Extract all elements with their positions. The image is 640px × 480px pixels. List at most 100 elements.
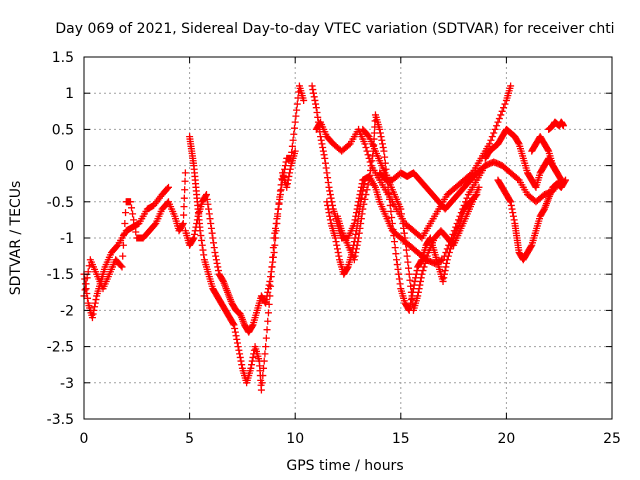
data-point-marker (364, 131, 372, 139)
y-tick-labels: 1.5 1 0.5 0 -0.5 -1 -1.5 -2 -2.5 -3 -3.5 (47, 50, 74, 428)
data-point-marker (442, 263, 450, 271)
data-point-marker (417, 277, 425, 285)
data-point-marker (258, 379, 266, 387)
data-point-marker (352, 230, 360, 238)
data-point-marker (402, 246, 410, 254)
data-point-marker (491, 125, 499, 133)
data-point-marker (267, 282, 275, 290)
data-point-marker (381, 153, 389, 161)
data-point-marker (426, 235, 434, 243)
data-point-marker (407, 282, 415, 290)
data-point-marker (325, 209, 333, 217)
data-point-marker (506, 197, 514, 205)
data-point-marker (540, 206, 548, 214)
data-point-marker (507, 82, 515, 90)
x-tick-label: 25 (603, 431, 621, 447)
data-point-marker (259, 372, 267, 380)
data-point-marker (312, 104, 320, 112)
data-point-marker (284, 176, 292, 184)
data-point-marker (353, 222, 361, 230)
data-point-marker (290, 130, 298, 138)
data-point-marker (423, 252, 431, 260)
data-point-marker (358, 191, 366, 199)
data-point-marker (262, 334, 270, 342)
data-point-marker (392, 250, 400, 258)
data-point-marker (213, 259, 221, 267)
data-point-marker (207, 224, 215, 232)
data-point-marker (357, 194, 365, 202)
data-point-marker (117, 262, 125, 270)
data-point-marker (237, 357, 245, 365)
x-tick-label: 10 (286, 431, 304, 447)
data-point-marker (198, 241, 206, 249)
data-point-marker (351, 234, 359, 242)
data-point-marker (266, 292, 274, 300)
data-point-marker (249, 353, 257, 361)
data-point-marker (308, 82, 316, 90)
x-axis-label: GPS time / hours (286, 458, 403, 474)
data-point-marker (236, 353, 244, 361)
data-point-marker (324, 201, 332, 209)
data-point-marker (163, 185, 171, 193)
data-point-marker (388, 220, 396, 228)
x-tick-label: 0 (80, 431, 89, 447)
data-point-marker (128, 204, 136, 212)
data-point-marker (417, 274, 425, 282)
data-point-marker (286, 165, 294, 173)
data-point-marker (363, 147, 371, 155)
data-point-marker (179, 221, 187, 229)
data-point-marker (509, 209, 517, 217)
data-point-marker (335, 252, 343, 260)
data-point-marker (557, 175, 565, 183)
y-axis-label: SDTVAR / TECUs (8, 181, 24, 296)
chart-title: Day 069 of 2021, Sidereal Day-to-day VTE… (55, 21, 614, 37)
y-tick-label: -2.5 (47, 340, 74, 356)
data-point-marker (288, 142, 296, 150)
data-point-marker (440, 270, 448, 278)
data-point-marker (113, 242, 121, 250)
data-point-marker (414, 288, 422, 296)
data-point-marker (326, 187, 334, 195)
data-point-marker (126, 198, 134, 206)
data-point-marker (390, 232, 398, 240)
data-point-marker (293, 100, 301, 108)
data-point-marker (197, 232, 205, 240)
data-point-marker (388, 213, 396, 221)
data-point-marker (378, 140, 386, 148)
data-point-marker (84, 294, 92, 302)
data-point-marker (121, 220, 129, 228)
data-point-marker (351, 252, 359, 260)
data-point-marker (490, 129, 498, 137)
data-point-marker (270, 248, 278, 256)
data-point-marker (498, 107, 506, 115)
data-point-marker (276, 187, 284, 195)
data-point-marker (219, 276, 227, 284)
data-point-marker (212, 256, 220, 264)
data-point-marker (199, 246, 207, 254)
data-point-marker (507, 198, 515, 206)
data-point-marker (247, 364, 255, 372)
data-point-marker (264, 317, 272, 325)
axis-ticks (83, 56, 613, 420)
data-point-marker (275, 199, 283, 207)
data-point-marker (285, 172, 293, 180)
data-point-marker (92, 296, 100, 304)
x-tick-label: 15 (392, 431, 410, 447)
data-point-marker (118, 263, 126, 271)
data-point-marker (310, 89, 318, 97)
data-point-marker (446, 245, 454, 253)
data-point-marker (207, 220, 215, 228)
data-point-marker (497, 111, 505, 119)
data-point-marker (531, 182, 539, 190)
data-point-marker (283, 183, 291, 191)
data-point-marker (416, 281, 424, 289)
x-tick-label: 20 (497, 431, 515, 447)
data-point-marker (481, 162, 489, 170)
data-point-marker (501, 100, 509, 108)
data-point-marker (317, 136, 325, 144)
data-point-marker (386, 201, 394, 209)
y-tick-label: 1.5 (52, 50, 74, 66)
data-point-marker (202, 191, 210, 199)
data-point-marker (415, 285, 423, 293)
